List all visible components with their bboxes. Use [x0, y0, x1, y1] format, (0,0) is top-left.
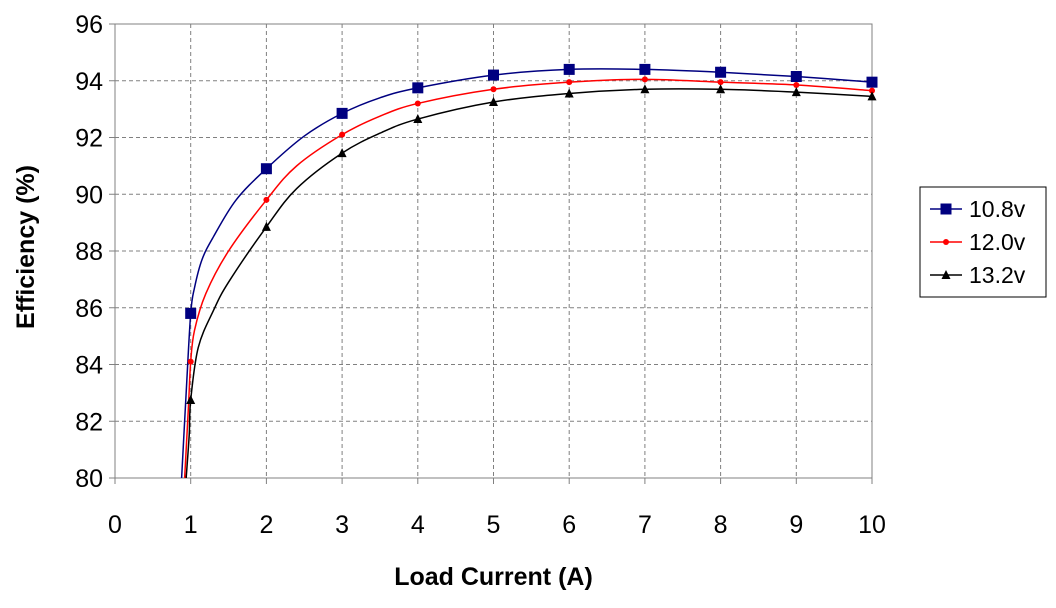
- legend-marker: [941, 270, 951, 279]
- data-point-10.8v: [185, 307, 197, 319]
- y-tick-label: 86: [75, 295, 103, 323]
- x-tick-label: 7: [638, 511, 652, 539]
- data-point-12.0v: [187, 358, 194, 365]
- series-line-12.0v: [183, 78, 873, 479]
- data-point-12.0v: [339, 131, 346, 138]
- data-point-12.0v: [641, 76, 648, 83]
- data-point-10.8v: [260, 163, 272, 175]
- data-point-13.2v: [640, 84, 650, 94]
- gridlines: [115, 24, 872, 478]
- data-point-10.8v: [866, 76, 878, 88]
- data-point-12.0v: [566, 79, 573, 86]
- data-point-10.8v: [488, 69, 499, 81]
- data-point-13.2v: [337, 148, 347, 158]
- y-tick-label: 82: [75, 408, 103, 436]
- data-point-10.8v: [639, 63, 651, 75]
- data-markers: [185, 63, 878, 404]
- data-point-13.2v: [791, 87, 801, 97]
- x-tick-label: 5: [487, 511, 501, 539]
- data-point-12.0v: [263, 196, 270, 203]
- series-line-10.8v: [180, 68, 873, 479]
- x-tick-label: 9: [789, 511, 803, 539]
- legend: 10.8v 12.0v 13.2v: [919, 186, 1047, 298]
- y-tick-label: 80: [75, 465, 103, 493]
- data-point-13.2v: [564, 88, 574, 98]
- x-tick-label: 8: [714, 511, 728, 539]
- data-point-13.2v: [867, 91, 877, 101]
- data-point-10.8v: [336, 107, 348, 119]
- data-point-12.0v: [869, 87, 875, 94]
- x-tick-label: 2: [259, 511, 273, 539]
- axes: [109, 23, 873, 484]
- legend-label: 10.8v: [969, 196, 1026, 222]
- data-point-13.2v: [716, 84, 726, 94]
- legend-marker: [940, 203, 952, 215]
- legend-marker: [943, 239, 949, 245]
- data-point-10.8v: [563, 63, 575, 75]
- y-tick-label: 84: [75, 352, 103, 380]
- x-axis-title: Load Current (A): [394, 563, 593, 591]
- tick-labels: 80 82 84 86 88 90 92 94 96 0 1 2 3 4 5 6 7 8 9 10: [75, 11, 886, 539]
- series-line-13.2v: [185, 88, 873, 479]
- data-point-12.0v: [793, 82, 800, 89]
- data-point-13.2v: [413, 114, 423, 124]
- data-point-10.8v: [790, 70, 802, 82]
- legend-label: 12.0v: [969, 229, 1026, 255]
- x-tick-label: 0: [108, 511, 122, 539]
- series-lines: [180, 68, 873, 479]
- data-point-13.2v: [489, 97, 498, 107]
- x-tick-label: 1: [184, 511, 198, 539]
- data-point-12.0v: [490, 86, 497, 93]
- data-point-10.8v: [715, 66, 727, 78]
- y-axis-title: Efficiency (%): [12, 165, 40, 329]
- data-point-13.2v: [261, 221, 271, 231]
- y-tick-label: 90: [75, 181, 103, 209]
- data-point-13.2v: [186, 394, 196, 404]
- y-tick-label: 94: [75, 68, 103, 96]
- x-tick-label: 4: [411, 511, 425, 539]
- y-tick-label: 88: [75, 238, 103, 266]
- legend-label: 13.2v: [969, 262, 1026, 288]
- x-tick-label: 6: [562, 511, 576, 539]
- data-point-12.0v: [717, 79, 724, 86]
- data-point-10.8v: [412, 82, 424, 94]
- x-tick-label: 10: [858, 511, 886, 539]
- x-tick-label: 3: [335, 511, 349, 539]
- data-point-12.0v: [414, 100, 421, 107]
- y-tick-label: 96: [75, 11, 103, 39]
- y-tick-label: 92: [75, 125, 103, 153]
